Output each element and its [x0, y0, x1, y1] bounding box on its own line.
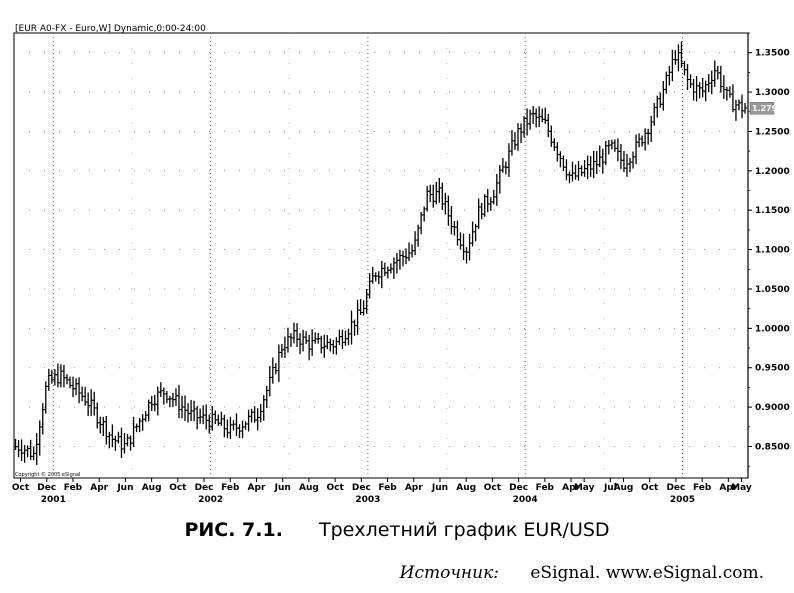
x-tick-label: Oct [326, 483, 344, 493]
figure-title: Трехлетний график EUR/USD [318, 519, 610, 541]
source-text: eSignal. www.eSignal.com. [530, 563, 764, 583]
y-tick-label: 1.0500 [755, 285, 790, 295]
x-tick-label: Aug [614, 483, 634, 493]
y-tick-label: 1.2000 [755, 167, 790, 177]
x-tick-label: Apr [719, 483, 737, 493]
x-tick-label: Jul [603, 483, 617, 493]
plot-frame [13, 32, 749, 479]
x-tick-label: Jun [274, 483, 291, 493]
year-label: 2005 [670, 495, 695, 505]
x-tick-label: Aug [299, 483, 319, 493]
figure-caption: РИС. 7.1. Трехлетний график EUR/USD [0, 519, 794, 541]
chart-header: [EUR A0-FX - Euro,W] Dynamic,0:00-24:00 [15, 24, 206, 34]
x-tick-label: Oct [641, 483, 659, 493]
x-tick-label: Apr [562, 483, 580, 493]
x-tick-label: Oct [12, 483, 30, 493]
year-label: 2004 [513, 495, 538, 505]
x-tick-label: Oct [484, 483, 502, 493]
chart-area: [EUR A0-FX - Euro,W] Dynamic,0:00-24:00 1… [12, 24, 790, 505]
x-tick-label: May [731, 483, 752, 493]
x-tick-label: Jun [431, 483, 448, 493]
y-tick-label: 0.9500 [755, 364, 790, 374]
y-tick-label: 1.0000 [755, 324, 790, 334]
x-tick-label: May [574, 483, 595, 493]
x-tick-label: Dec [509, 483, 528, 493]
last-price-label: 1.2795 [752, 104, 783, 113]
y-tick-label: 0.9000 [755, 403, 790, 413]
copyright-text: Copyright © 2005 eSignal [15, 471, 80, 478]
y-tick-label: 1.1000 [755, 246, 790, 256]
x-tick-label: Dec [195, 483, 214, 493]
y-tick-label: 1.3000 [755, 88, 790, 98]
x-tick-label: Oct [169, 483, 187, 493]
last-price-box [749, 101, 775, 115]
x-tick-label: Feb [221, 483, 240, 493]
eurusd-bar-chart: [EUR A0-FX - Euro,W] Dynamic,0:00-24:00 1… [12, 24, 790, 505]
x-tick-label: Dec [666, 483, 685, 493]
x-tick-label: Dec [352, 483, 371, 493]
x-tick-label: Feb [378, 483, 397, 493]
x-tick-label: Jun [116, 483, 133, 493]
year-label: 2003 [355, 495, 380, 505]
y-tick-label: 1.2500 [755, 127, 790, 137]
x-tick-label: Feb [64, 483, 83, 493]
x-tick-label: Feb [693, 483, 712, 493]
x-tick-label: Apr [405, 483, 423, 493]
x-tick-label: Aug [456, 483, 476, 493]
y-tick-label: 1.1500 [755, 206, 790, 216]
y-tick-label: 1.3500 [755, 49, 790, 59]
x-tick-label: Apr [248, 483, 266, 493]
x-tick-label: Aug [142, 483, 162, 493]
y-tick-label: 0.8500 [755, 442, 790, 452]
x-tick-label: Feb [536, 483, 555, 493]
x-tick-label: Apr [90, 483, 108, 493]
x-tick-label: Dec [37, 483, 56, 493]
source-label: Источник: [399, 563, 499, 583]
year-label: 2001 [41, 495, 66, 505]
figure-number: РИС. 7.1. [184, 519, 283, 541]
year-label: 2002 [198, 495, 223, 505]
source-line: Источник: eSignal. www.eSignal.com. [400, 563, 764, 583]
